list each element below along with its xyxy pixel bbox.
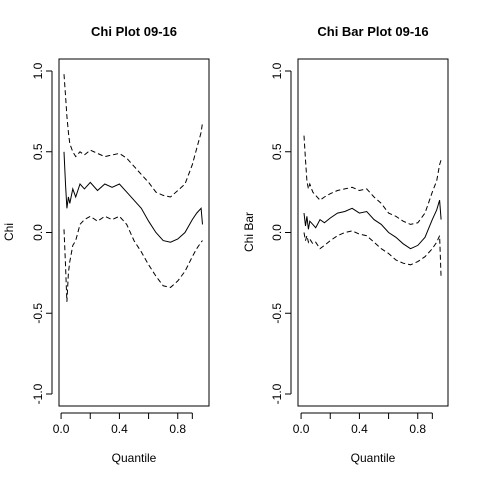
plot-frame [58,58,210,407]
series-group [303,135,442,278]
upper-bound-line [303,135,442,225]
y-tick-label: 0.5 [270,143,284,160]
y-axis-label: Chi [2,223,16,241]
x-tick-label: 0.8 [409,422,426,436]
y-tick-label: -0.5 [31,303,45,324]
chi-plot-panel: Chi Plot 09-16 0.0 0.4 0.8 -1.0 -0.5 0.0 0.5 1.… [2,24,210,465]
x-tick-label: 0.8 [169,422,186,436]
y-tick-label: 1.0 [31,62,45,79]
x-tick-label: 0.4 [111,422,128,436]
y-tick-label: -0.5 [270,303,284,324]
upper-bound-line [63,74,203,198]
axis-ticks: 0.0 0.4 0.8 -1.0 -0.5 0.0 0.5 1.0 [31,62,193,436]
plot-frame [297,58,449,407]
y-tick-label: -1.0 [31,383,45,404]
y-tick-label: 1.0 [270,62,284,79]
y-tick-label: 0.5 [31,143,45,160]
chi-bar-plot-panel: Chi Bar Plot 09-16 0.0 0.4 0.8-1.0-0.50.00… [242,24,449,465]
x-tick-label: 0.0 [53,422,70,436]
estimate-line [303,200,442,250]
estimate-line [63,151,203,243]
x-tick-label: 0.0 [293,422,310,436]
y-tick-label: 0.0 [270,224,284,241]
lower-bound-line [303,230,442,278]
y-tick-label: -1.0 [270,383,284,404]
y-tick-label: 0.0 [31,224,45,241]
chart-title: Chi Bar Plot 09-16 [317,24,428,39]
y-axis-label: Chi Bar [242,212,256,252]
axis-ticks: 0.0 0.4 0.8 -1.0 -0.5 0.0 0.5 1.0 [270,62,433,436]
x-axis-label: Quantile [351,451,396,465]
x-tick-label: 0.4 [351,422,368,436]
chart-title: Chi Plot 09-16 [91,24,177,39]
series-group [63,74,203,302]
lower-bound-line [63,215,203,302]
x-axis-label: Quantile [112,451,157,465]
